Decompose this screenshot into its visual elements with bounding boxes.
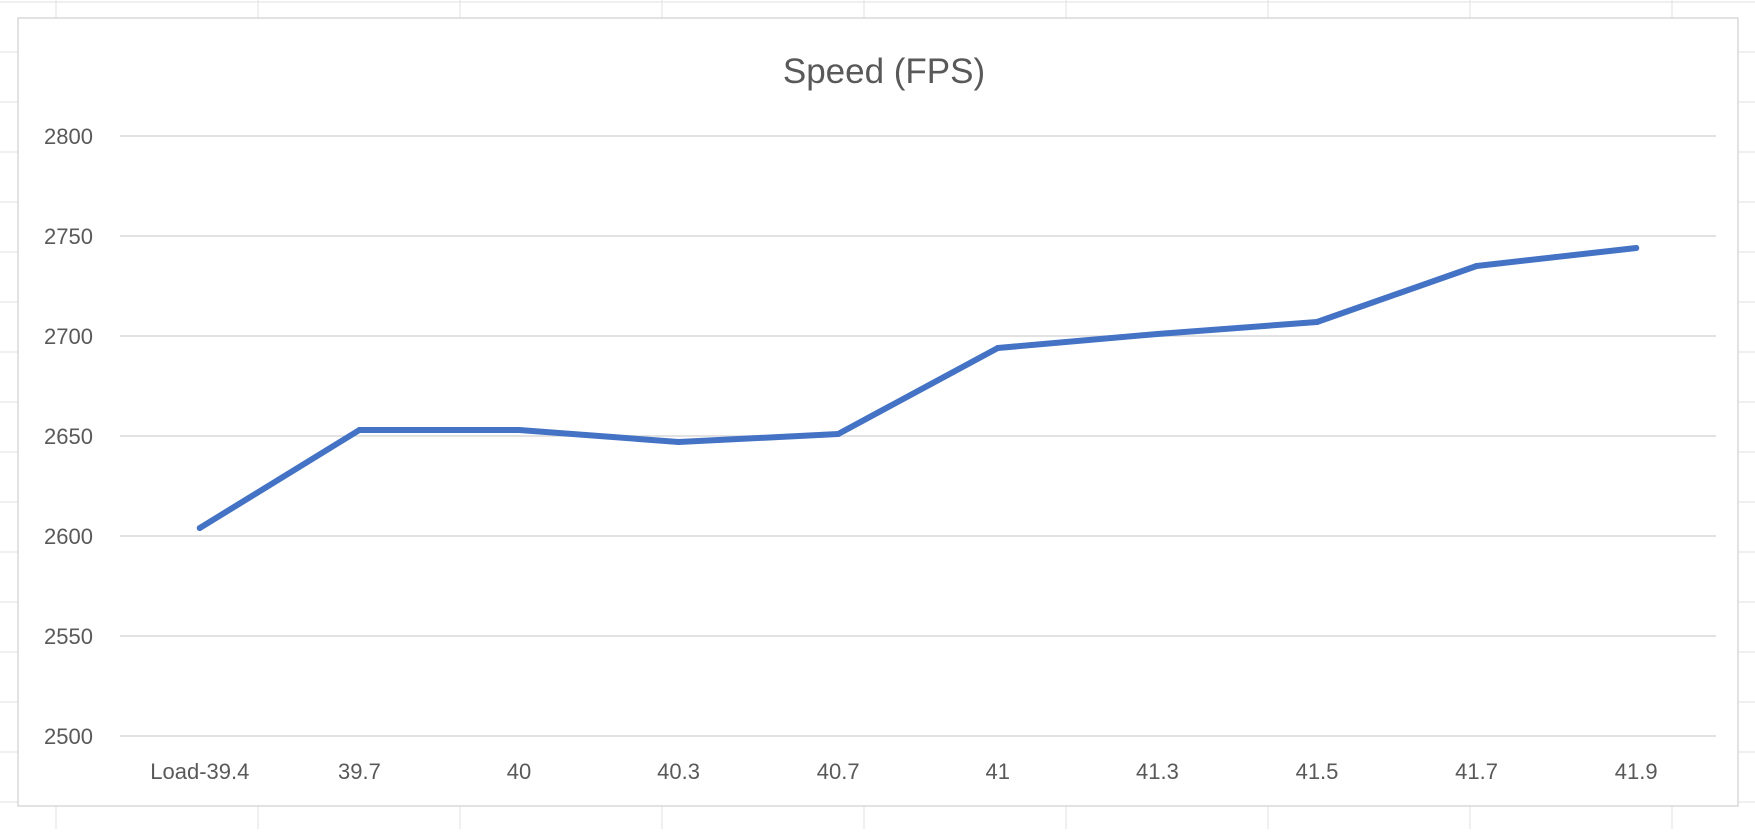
x-tick-label: 41.9: [1615, 759, 1658, 784]
x-tick-label: 41: [986, 759, 1010, 784]
data-point[interactable]: [1633, 245, 1640, 251]
series-group[interactable]: [196, 245, 1640, 531]
x-tick-label: 40: [507, 759, 531, 784]
data-point[interactable]: [835, 431, 842, 437]
x-tick-label: 40.3: [657, 759, 700, 784]
y-tick-label: 2800: [44, 124, 93, 149]
x-tick-label: 41.3: [1136, 759, 1179, 784]
y-tick-label: 2750: [44, 224, 93, 249]
y-tick-label: 2550: [44, 624, 93, 649]
x-tick-label: 41.7: [1455, 759, 1498, 784]
data-point[interactable]: [1473, 263, 1480, 269]
y-axis-tick-labels: 2500 2550 2600 2650 2700 2750 2800: [44, 124, 93, 749]
data-point[interactable]: [994, 345, 1001, 351]
gridlines: [120, 135, 1716, 737]
y-tick-label: 2600: [44, 524, 93, 549]
y-tick-label: 2650: [44, 424, 93, 449]
data-point[interactable]: [356, 427, 363, 433]
y-tick-label: 2500: [44, 724, 93, 749]
x-tick-label: 41.5: [1296, 759, 1339, 784]
x-axis-tick-labels: Load-39.4 39.7 40 40.3 40.7 41 41.3 41.5 41.7 41.…: [150, 759, 1657, 784]
data-point[interactable]: [516, 427, 522, 433]
series-line[interactable]: [196, 245, 1640, 531]
x-tick-label: 40.7: [817, 759, 860, 784]
data-point[interactable]: [1154, 331, 1161, 337]
chart-title[interactable]: Speed (FPS): [783, 52, 985, 91]
data-point[interactable]: [675, 439, 682, 445]
y-tick-label: 2700: [44, 324, 93, 349]
data-point[interactable]: [196, 525, 203, 531]
x-tick-label: 39.7: [338, 759, 381, 784]
x-tick-label: Load-39.4: [150, 759, 249, 784]
data-point[interactable]: [1314, 319, 1320, 325]
